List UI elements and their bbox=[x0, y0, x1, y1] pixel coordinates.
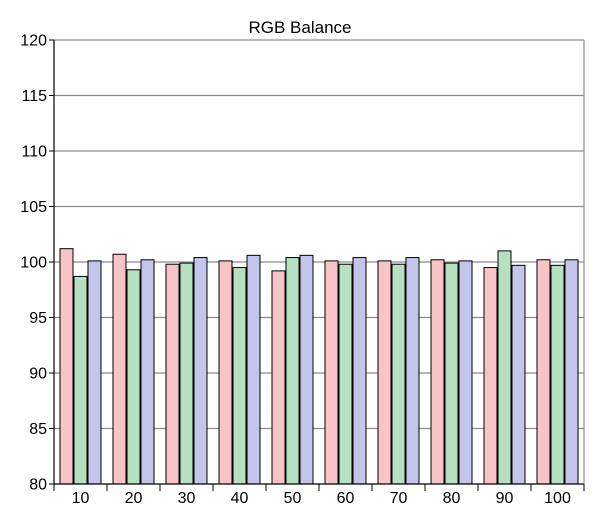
bar-series2-60 bbox=[338, 263, 353, 485]
x-tick-label: 30 bbox=[178, 490, 196, 507]
bar-series2-50 bbox=[285, 257, 300, 485]
y-tick-label: 100 bbox=[20, 255, 47, 272]
bar-series3-100 bbox=[564, 259, 579, 485]
bar-series1-80 bbox=[430, 259, 445, 485]
y-tick-label: 85 bbox=[29, 421, 47, 438]
y-tick-label: 95 bbox=[29, 310, 47, 327]
x-tick-label: 100 bbox=[544, 490, 571, 507]
bar-series2-100 bbox=[550, 264, 565, 485]
y-tick-label: 110 bbox=[21, 144, 47, 161]
bar-series2-20 bbox=[126, 269, 141, 485]
bar-series2-40 bbox=[232, 267, 247, 485]
x-tick-label: 10 bbox=[72, 490, 90, 507]
x-tick-label: 80 bbox=[443, 490, 461, 507]
bar-series2-70 bbox=[391, 263, 406, 485]
bar-series1-100 bbox=[536, 259, 551, 485]
bar-series2-10 bbox=[73, 275, 88, 485]
x-tick-label: 20 bbox=[125, 490, 143, 507]
y-tick-label: 90 bbox=[29, 366, 47, 383]
y-tick-label: 120 bbox=[20, 33, 47, 50]
bar-series1-70 bbox=[377, 260, 392, 485]
bar-series3-60 bbox=[352, 257, 367, 485]
bars bbox=[59, 248, 579, 485]
bar-series1-30 bbox=[165, 263, 180, 485]
bar-series3-50 bbox=[299, 254, 314, 485]
x-tick-label: 70 bbox=[390, 490, 408, 507]
bar-series3-30 bbox=[193, 257, 208, 485]
bar-series1-60 bbox=[324, 260, 339, 485]
x-tick-label: 40 bbox=[231, 490, 249, 507]
x-tick-label: 60 bbox=[337, 490, 355, 507]
bar-series3-80 bbox=[458, 260, 473, 485]
bar-series2-90 bbox=[497, 250, 512, 485]
bar-series2-80 bbox=[444, 262, 459, 485]
bar-series3-90 bbox=[511, 264, 526, 485]
bar-series3-70 bbox=[405, 257, 420, 485]
y-tick-label: 115 bbox=[21, 88, 47, 105]
bar-series3-20 bbox=[140, 259, 155, 485]
y-tick-label: 80 bbox=[29, 477, 47, 494]
bar-series1-10 bbox=[59, 248, 74, 485]
bar-series3-40 bbox=[246, 254, 261, 485]
bar-series1-90 bbox=[483, 267, 498, 485]
bar-series1-20 bbox=[112, 253, 127, 485]
axes bbox=[49, 39, 585, 491]
tick-labels: 80 85 90 95 100 105 110 115 120 10 20 30 40 50 60 70 80 9… bbox=[20, 33, 571, 508]
x-tick-label: 50 bbox=[284, 490, 302, 507]
chart-title: RGB Balance bbox=[249, 18, 352, 37]
bar-series1-40 bbox=[218, 260, 233, 485]
bar-series2-30 bbox=[179, 262, 194, 485]
x-tick-label: 90 bbox=[496, 490, 514, 507]
y-tick-label: 105 bbox=[20, 199, 47, 216]
bar-series3-10 bbox=[87, 260, 102, 485]
bar-series1-50 bbox=[271, 270, 286, 485]
